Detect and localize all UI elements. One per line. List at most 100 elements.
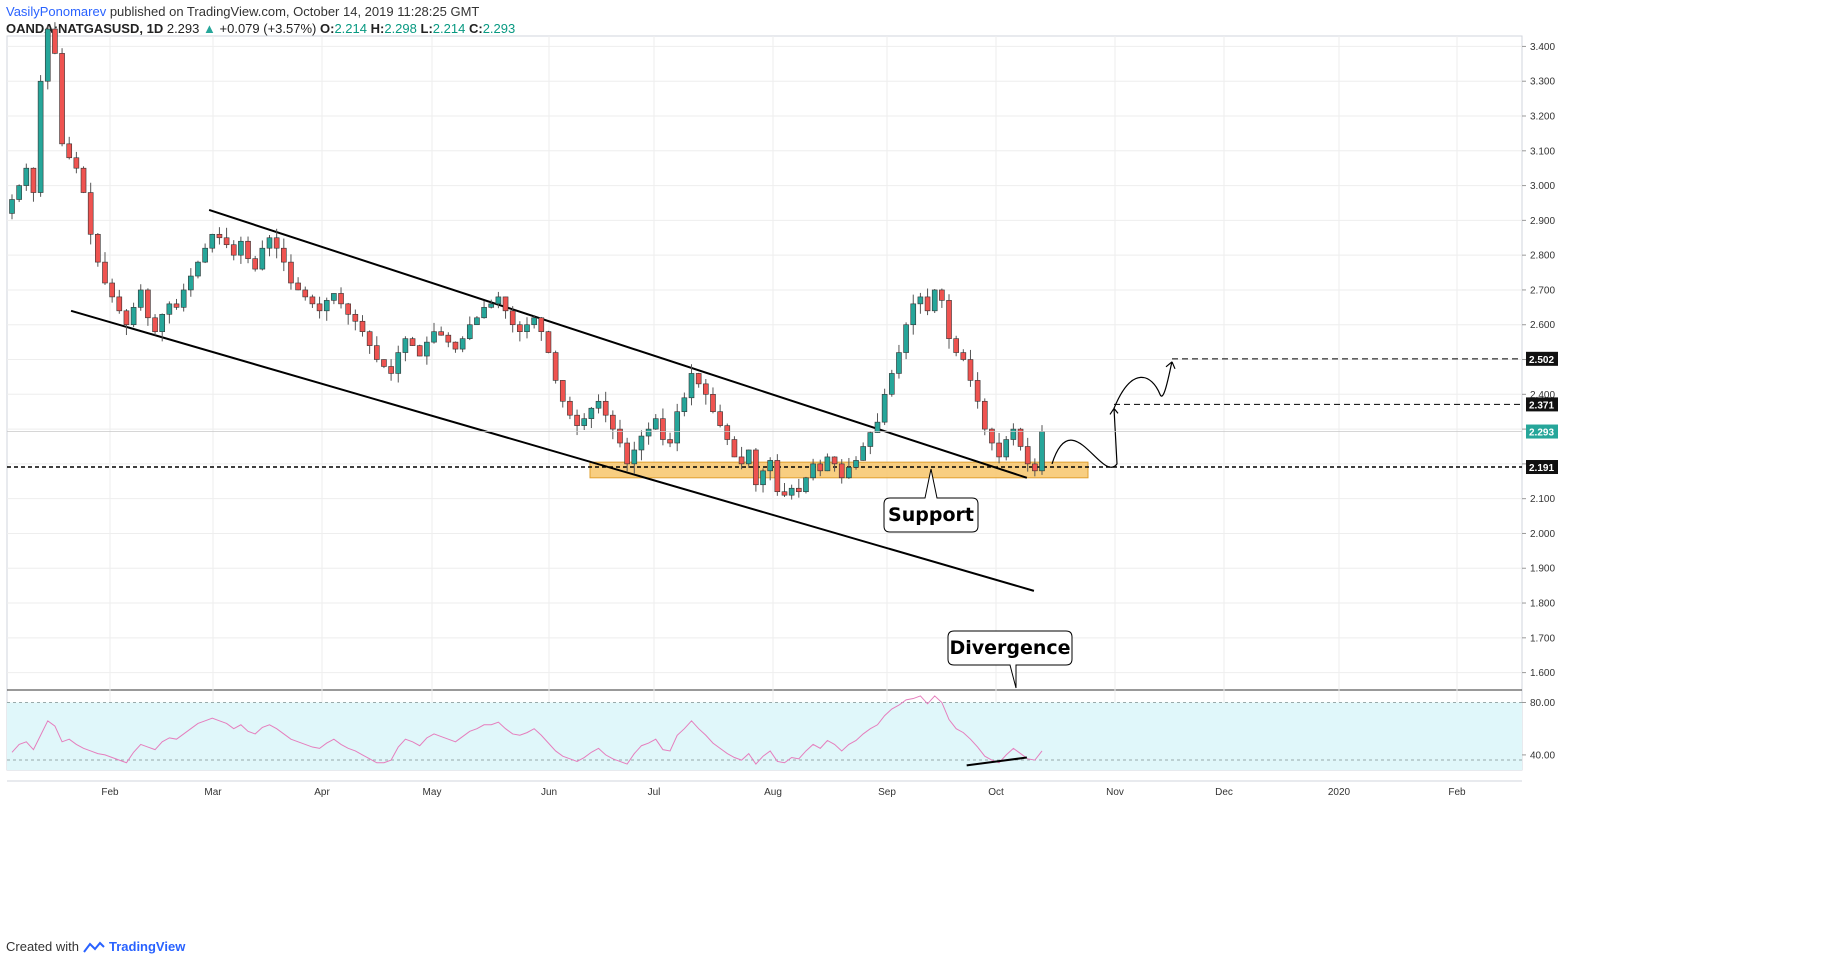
candle-body — [574, 414, 580, 426]
price-tick-label: 2.600 — [1530, 320, 1555, 331]
candle-body — [781, 491, 788, 496]
candle-body — [309, 296, 316, 305]
candle-body — [1003, 439, 1010, 458]
divergence-callout: Divergence — [947, 630, 1073, 689]
tradingview-link[interactable]: TradingView — [108, 939, 186, 954]
candle-body — [931, 289, 938, 312]
candle-body — [796, 487, 802, 493]
candle-body — [874, 421, 881, 433]
footer: Created with TradingView — [6, 939, 185, 954]
time-axis-label: Mar — [204, 787, 222, 798]
time-axis-label: Aug — [764, 787, 782, 798]
time-axis-label: Apr — [314, 787, 330, 798]
low-label: L: — [420, 21, 433, 36]
candle-body — [281, 247, 287, 263]
candle-body — [388, 366, 394, 374]
price-tag — [1526, 424, 1558, 439]
candle-body — [116, 296, 123, 312]
candle-body — [953, 338, 959, 353]
candle-body — [381, 359, 387, 367]
tradingview-logo-icon — [83, 941, 105, 953]
candle-body — [302, 289, 309, 298]
candle-body — [466, 324, 473, 339]
candle-body — [66, 143, 73, 159]
candle-body — [338, 293, 344, 305]
publish-info: VasilyPonomarev published on TradingView… — [6, 4, 479, 19]
high-label: H: — [370, 21, 385, 36]
candle-body — [359, 320, 366, 332]
candle-body — [538, 317, 545, 332]
candle-body — [52, 28, 58, 54]
candle-body — [645, 428, 652, 437]
candle-body — [960, 352, 967, 360]
candle-body — [481, 307, 487, 319]
candle-body — [1017, 428, 1024, 447]
candle-body — [238, 240, 244, 256]
candle-body — [102, 261, 108, 284]
candle-body — [981, 400, 988, 430]
candle-body — [517, 324, 523, 332]
price-tick-label: 3.300 — [1530, 77, 1555, 88]
candle-body — [824, 456, 831, 472]
price-tag — [1526, 460, 1558, 475]
candle-body — [939, 289, 945, 301]
close-label: C: — [468, 21, 483, 36]
candle-body — [438, 331, 444, 336]
time-axis-label: Nov — [1106, 787, 1124, 798]
candle-body — [1010, 428, 1017, 440]
open-value: 2.214 — [334, 21, 367, 36]
candle-body — [202, 247, 208, 263]
rsi-tick-label: 80.00 — [1530, 698, 1555, 709]
candle-body — [195, 261, 201, 277]
candle-body — [216, 233, 223, 239]
candle-body — [703, 383, 709, 395]
time-axis-label: May — [423, 787, 442, 798]
candle-body — [731, 439, 738, 458]
candle-body — [1024, 446, 1031, 465]
price-tick-label: 2.000 — [1530, 529, 1555, 540]
candle-body — [273, 237, 280, 249]
divergence-callout-text: Divergence — [949, 637, 1070, 659]
candle-body — [588, 407, 595, 419]
candle-body — [416, 345, 423, 357]
candle-body — [259, 247, 266, 270]
author-link[interactable]: VasilyPonomarev — [6, 4, 107, 19]
price-tick-label: 2.700 — [1530, 285, 1555, 296]
time-axis-label: Feb — [101, 787, 119, 798]
price-tick-label: 1.700 — [1530, 633, 1555, 644]
candle-body — [373, 345, 380, 360]
candle-body — [817, 463, 824, 472]
price-tick-label: 3.100 — [1530, 146, 1555, 157]
candle-body — [1039, 431, 1045, 472]
candle-body — [16, 185, 22, 200]
support-callout-bubble — [883, 468, 979, 533]
candle-body — [266, 237, 273, 249]
candle-body — [667, 439, 673, 444]
candle-body — [974, 380, 981, 402]
price-tag-label: 2.293 — [1529, 428, 1554, 439]
price-tick-label: 3.000 — [1530, 181, 1555, 192]
candle-body — [760, 470, 766, 486]
candle-body — [624, 442, 630, 465]
candle-body — [595, 400, 602, 409]
candle-body — [996, 442, 1002, 458]
candle-body — [80, 167, 87, 193]
candle-body — [853, 460, 859, 468]
price-tick-label: 1.600 — [1530, 668, 1555, 679]
candle-body — [610, 414, 616, 430]
candle-body — [767, 460, 773, 472]
candle-body — [409, 338, 416, 346]
candle-body — [431, 331, 437, 343]
candle-body — [617, 428, 623, 444]
divergence-line — [966, 756, 1027, 767]
price-tick-label: 1.800 — [1530, 599, 1555, 610]
candle-body — [559, 380, 566, 402]
candle-body — [774, 460, 781, 493]
candle-body — [888, 373, 895, 395]
candle-body — [295, 282, 301, 291]
candle-body — [352, 313, 359, 322]
candle-body — [180, 289, 187, 308]
projection-path — [1051, 361, 1176, 468]
price-tick-label: 3.400 — [1530, 42, 1555, 53]
